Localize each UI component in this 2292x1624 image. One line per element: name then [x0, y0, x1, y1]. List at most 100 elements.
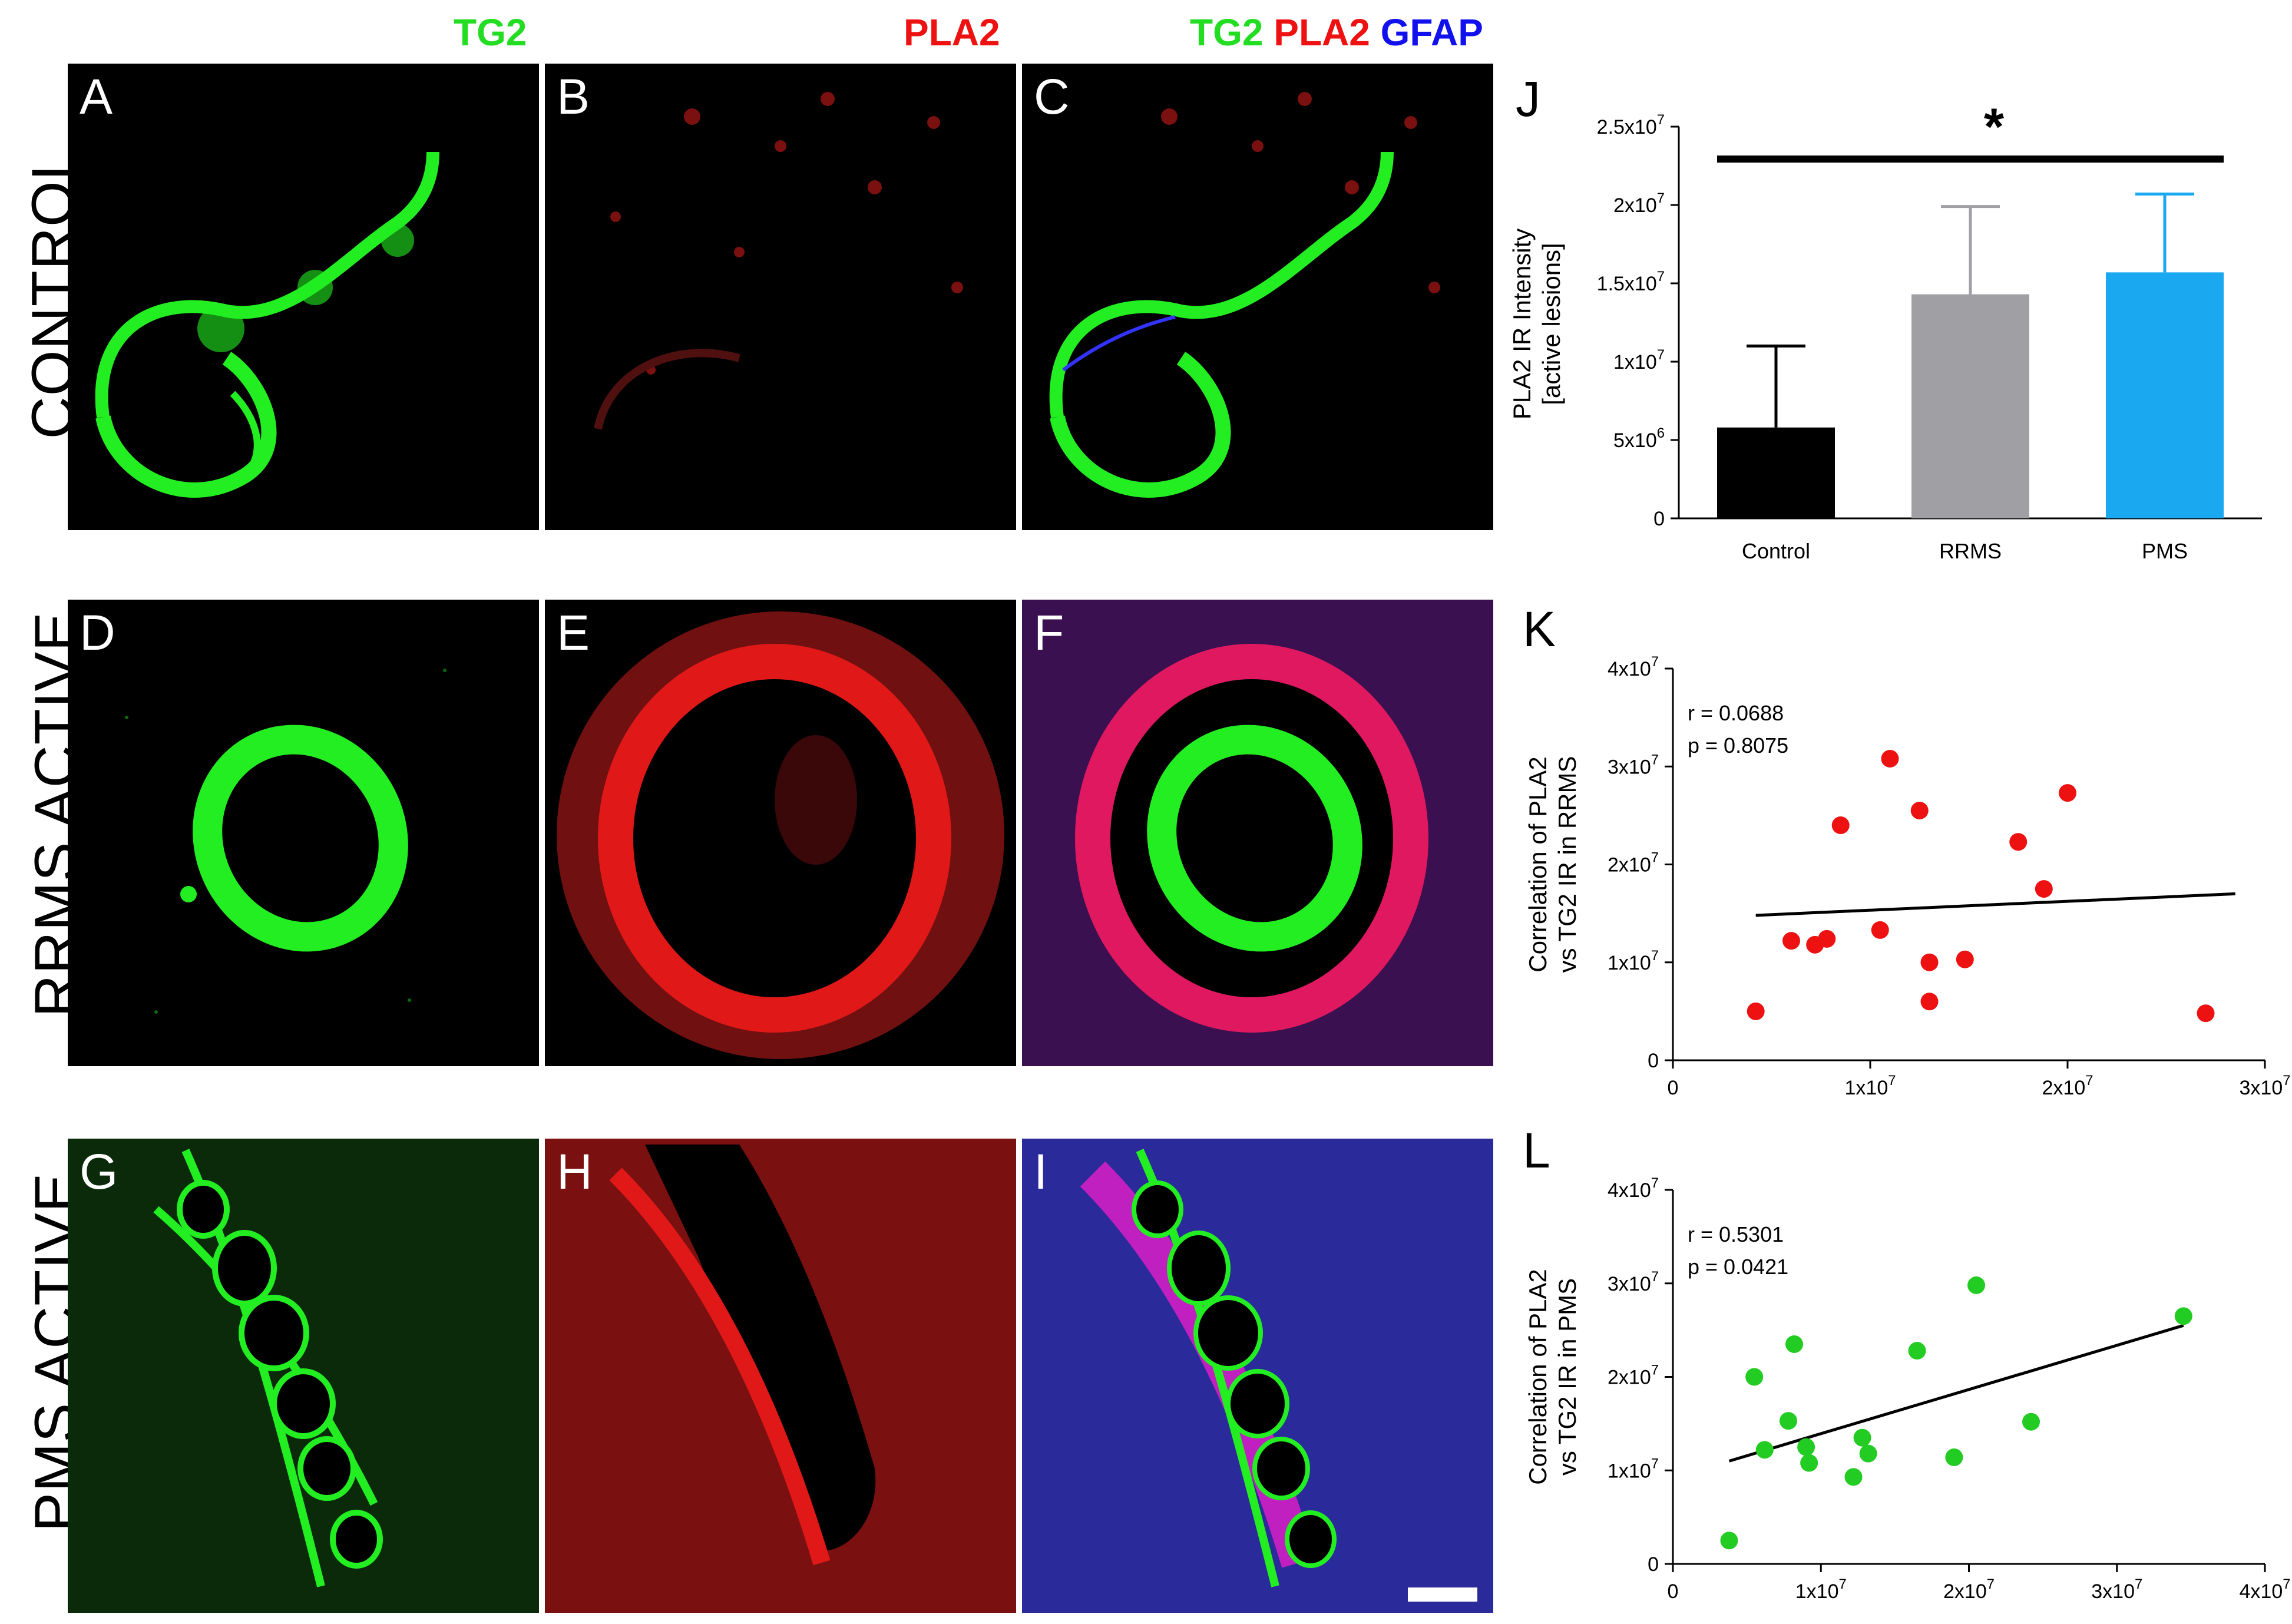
l-point [2022, 1413, 2040, 1431]
l-xtick-label: 0 [1668, 1580, 1679, 1603]
k-point [1881, 749, 1899, 768]
l-ytick-label: 4x107 [1608, 1175, 1659, 1202]
l-ylabel: Correlation of PLA2 vs TG2 IR in PMS [1524, 1269, 1581, 1485]
k-ytick-label: 3x107 [1608, 752, 1659, 778]
l-point [1755, 1441, 1774, 1459]
l-point [1745, 1368, 1764, 1386]
k-point [1831, 816, 1850, 834]
panel-label-c: C [1034, 69, 1070, 124]
k-point [1956, 950, 1974, 968]
l-xtick-label: 2x107 [1943, 1576, 1995, 1603]
panel-label-h: H [557, 1144, 593, 1199]
k-ytick-label: 4x107 [1608, 654, 1659, 680]
l-xtick-label: 4x107 [2240, 1576, 2291, 1603]
chart-k: Correlation of PLA2 vs TG2 IR in RRMS 0 1x1… [1524, 654, 2291, 1099]
l-xtick-label: 1x107 [1795, 1576, 1847, 1603]
header-merge-tg2: TG2 [1190, 11, 1264, 54]
j-ytick-label: 0 [1653, 508, 1665, 530]
panel-label-b: B [557, 69, 590, 124]
l-stat: r = 0.5301 [1688, 1222, 1784, 1246]
scale-bar [1408, 1587, 1477, 1602]
l-ylabel-line2: vs TG2 IR in PMS [1553, 1278, 1581, 1476]
l-ytick-label: 1x107 [1608, 1456, 1659, 1482]
panel-e: E [545, 600, 1016, 1066]
micrograph-b [594, 92, 963, 430]
panel-i: I [1022, 1139, 1493, 1613]
panel-label-f: F [1034, 605, 1064, 660]
micrograph-f [1022, 600, 1493, 1066]
k-point [2059, 784, 2076, 802]
k-xtick-label: 3x107 [2240, 1073, 2291, 1099]
k-point [1920, 953, 1939, 971]
panel-label-d: D [80, 605, 115, 660]
k-xtick-label: 2x107 [2042, 1073, 2093, 1099]
header-tg2: TG2 [454, 11, 527, 54]
k-point [1818, 930, 1836, 948]
j-bar [2106, 272, 2224, 518]
l-ylabel-line1: Correlation of PLA2 [1524, 1269, 1552, 1485]
k-point [1747, 1002, 1765, 1020]
j-ytick-label: 5x106 [1613, 425, 1665, 452]
k-stat: r = 0.0688 [1688, 701, 1784, 725]
panel-h: H [545, 1139, 1016, 1613]
l-xtick-label: 3x107 [2091, 1576, 2142, 1603]
k-point [1910, 802, 1929, 820]
header-pla2: PLA2 [904, 11, 1000, 54]
l-point [1853, 1428, 1871, 1447]
j-ytick-label: 1x107 [1613, 347, 1665, 373]
l-point [1800, 1454, 1818, 1472]
panel-d: D [68, 600, 539, 1066]
j-bar [1911, 294, 2029, 518]
panel-g: G [68, 1139, 539, 1613]
chart-j: PLA2 IR Intensity [active lesions] 0 5x106 1… [1508, 97, 2262, 563]
l-ytick-label: 0 [1648, 1553, 1659, 1576]
panel-label-e: E [557, 605, 590, 660]
panel-label-g: G [80, 1144, 118, 1199]
k-point [1920, 993, 1939, 1011]
l-point [1797, 1438, 1815, 1456]
l-point [1720, 1532, 1738, 1550]
k-point [1782, 932, 1800, 950]
l-ytick-label: 2x107 [1608, 1362, 1659, 1389]
k-point [2035, 880, 2053, 898]
j-ytick-label: 1.5x107 [1597, 269, 1665, 295]
j-bar [1717, 427, 1835, 518]
micrograph-e [557, 611, 1004, 1059]
k-ylabel-line1: Correlation of PLA2 [1524, 756, 1552, 973]
j-ytick-label: 2x107 [1613, 190, 1665, 217]
j-category-label: PMS [2142, 539, 2188, 563]
j-category-label: RRMS [1939, 539, 2002, 563]
l-ytick-label: 3x107 [1608, 1269, 1659, 1295]
j-ytick-label: 2.5x107 [1597, 112, 1665, 138]
k-point [2009, 833, 2028, 851]
micrograph-c [1049, 92, 1440, 498]
micrograph-a [95, 151, 439, 498]
k-ylabel-line2: vs TG2 IR in RRMS [1553, 756, 1581, 973]
l-point [1844, 1468, 1863, 1486]
panel-c: C [1022, 64, 1493, 530]
j-category-label: Control [1742, 539, 1810, 563]
l-point [1779, 1412, 1797, 1430]
k-ytick-label: 0 [1648, 1050, 1659, 1072]
l-point [1945, 1448, 1963, 1467]
panel-label-j: J [1516, 71, 1540, 127]
micrograph-g [68, 1139, 539, 1613]
k-ylabel: Correlation of PLA2 vs TG2 IR in RRMS [1524, 756, 1581, 973]
k-fit-line [1755, 892, 2235, 917]
j-ylabel-line1: PLA2 IR Intensity [1508, 229, 1536, 420]
panel-label-k: K [1523, 601, 1556, 657]
panel-label-i: I [1034, 1144, 1048, 1199]
k-xtick-label: 0 [1668, 1077, 1679, 1099]
header-merge: TG2 PLA2 GFAP [1190, 11, 1483, 54]
k-point [2197, 1004, 2215, 1023]
k-ytick-label: 1x107 [1608, 948, 1659, 974]
chart-l: Correlation of PLA2 vs TG2 IR in PMS 0 1x10… [1524, 1175, 2291, 1603]
header-merge-pla2: PLA2 [1274, 11, 1370, 54]
header-merge-gfap: GFAP [1380, 11, 1483, 54]
j-ylabel: PLA2 IR Intensity [active lesions] [1508, 229, 1565, 420]
panel-label-a: A [80, 69, 113, 124]
panel-f: F [1022, 600, 1493, 1066]
j-significance-star: * [1984, 97, 2005, 156]
l-point [1785, 1335, 1804, 1353]
k-point [1871, 921, 1889, 939]
